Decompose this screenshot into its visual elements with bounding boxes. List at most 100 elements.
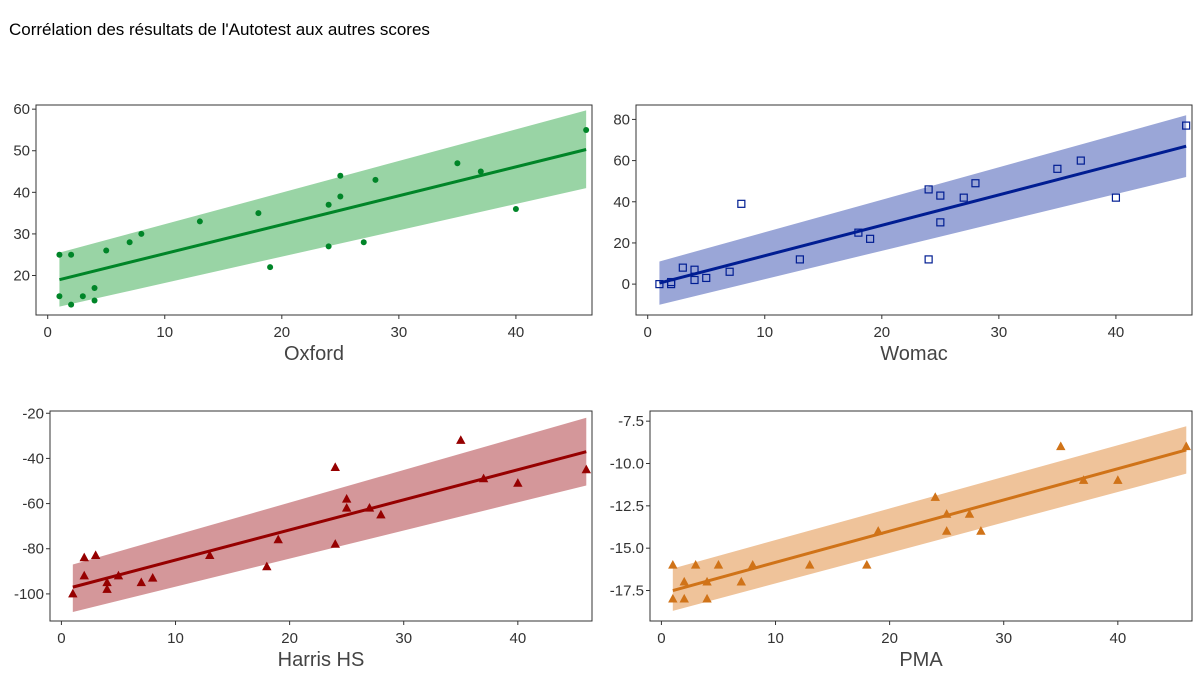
data-point	[702, 576, 712, 586]
data-point	[341, 493, 352, 503]
data-point	[959, 193, 968, 202]
data-point	[68, 301, 75, 308]
data-point	[456, 435, 466, 444]
data-point	[196, 218, 203, 225]
y-tick-label: -20	[22, 405, 44, 422]
data-point	[936, 218, 945, 227]
regression-line	[672, 448, 1187, 592]
data-point	[725, 267, 734, 276]
data-point	[795, 255, 804, 264]
chart-oxford: 0 10 20 30 40 20 30 40 50 60 Oxford	[13, 101, 593, 365]
data-point	[103, 247, 110, 254]
regression-line	[72, 450, 587, 589]
data-point	[690, 265, 699, 274]
y-tick-label: -60	[22, 496, 44, 513]
data-point	[79, 570, 89, 580]
data-point	[667, 277, 676, 287]
y-tick-label: -17.5	[610, 583, 644, 600]
x-tick-label: 20	[873, 324, 890, 341]
data-point	[690, 275, 699, 285]
data-point	[1182, 121, 1191, 130]
y-tick-label: 60	[13, 101, 30, 118]
data-point	[512, 205, 519, 212]
data-point	[924, 255, 933, 264]
page-title: Corrélation des résultats de l'Autotest …	[9, 20, 430, 39]
data-point	[805, 559, 815, 569]
data-point	[90, 550, 101, 560]
data-point	[690, 559, 701, 569]
x-tick-label: 0	[644, 324, 652, 341]
y-tick-label: 20	[613, 235, 630, 252]
y-tick-label: -100	[14, 586, 44, 603]
data-point	[924, 185, 933, 194]
data-point	[513, 478, 523, 487]
data-point	[372, 176, 379, 183]
y-tick-label: -80	[22, 541, 44, 558]
data-point	[360, 239, 367, 246]
data-point	[976, 526, 986, 535]
x-tick-label: 0	[57, 630, 65, 647]
data-point	[941, 526, 952, 535]
data-point	[971, 179, 980, 188]
regression-line	[59, 148, 587, 282]
data-point	[678, 263, 687, 272]
data-point	[941, 509, 952, 518]
data-point	[325, 201, 332, 208]
data-point	[68, 251, 75, 258]
confidence-band	[659, 115, 1187, 305]
x-tick-label: 30	[995, 630, 1012, 647]
x-tick-label: 30	[391, 324, 408, 341]
x-tick-label: 40	[1109, 630, 1126, 647]
data-point	[866, 234, 875, 243]
data-point	[702, 593, 712, 603]
data-point	[1111, 193, 1121, 202]
data-point	[964, 509, 975, 518]
data-point	[936, 191, 945, 200]
y-tick-label: -7.5	[618, 413, 644, 430]
y-tick-label: 60	[613, 153, 630, 170]
data-point	[364, 502, 375, 512]
x-axis-title: Oxford	[284, 343, 344, 365]
data-point	[267, 264, 274, 271]
data-point	[1113, 475, 1123, 484]
x-tick-label: 10	[756, 324, 773, 341]
data-point	[330, 462, 340, 471]
plot-frame	[49, 410, 593, 622]
data-point	[325, 243, 332, 250]
data-point	[79, 552, 89, 562]
x-tick-label: 20	[281, 630, 298, 647]
data-point	[581, 464, 592, 474]
data-point	[147, 572, 158, 582]
y-tick-label: 0	[622, 276, 630, 293]
data-point	[1056, 441, 1066, 451]
data-point	[736, 576, 746, 586]
data-point	[79, 293, 86, 300]
x-tick-label: 20	[881, 630, 898, 647]
y-tick-label: -15.0	[610, 540, 644, 557]
x-tick-label: 30	[991, 324, 1008, 341]
data-point	[668, 593, 678, 603]
x-tick-label: 10	[767, 630, 784, 647]
y-tick-label: 50	[13, 143, 30, 160]
x-axis-title: Womac	[880, 343, 947, 365]
data-point	[873, 526, 883, 535]
data-point	[1076, 156, 1085, 165]
y-tick-label: 40	[13, 184, 30, 201]
x-tick-label: 40	[509, 630, 526, 647]
chart-harris-hs: 0 10 20 30 40 -100 -80 -60 -40 -20 Harris HS	[14, 405, 593, 671]
data-point	[702, 273, 711, 283]
data-point	[113, 570, 124, 580]
data-point	[337, 193, 344, 200]
y-tick-label: -12.5	[610, 498, 644, 515]
data-point	[862, 559, 872, 569]
data-point	[376, 509, 386, 519]
x-tick-label: 10	[167, 630, 184, 647]
data-point	[126, 239, 133, 246]
y-tick-label: 40	[613, 194, 630, 211]
data-point	[477, 168, 484, 175]
y-tick-label: -10.0	[610, 456, 644, 473]
data-point	[854, 228, 863, 237]
data-point	[91, 284, 98, 291]
x-tick-label: 40	[508, 324, 525, 341]
